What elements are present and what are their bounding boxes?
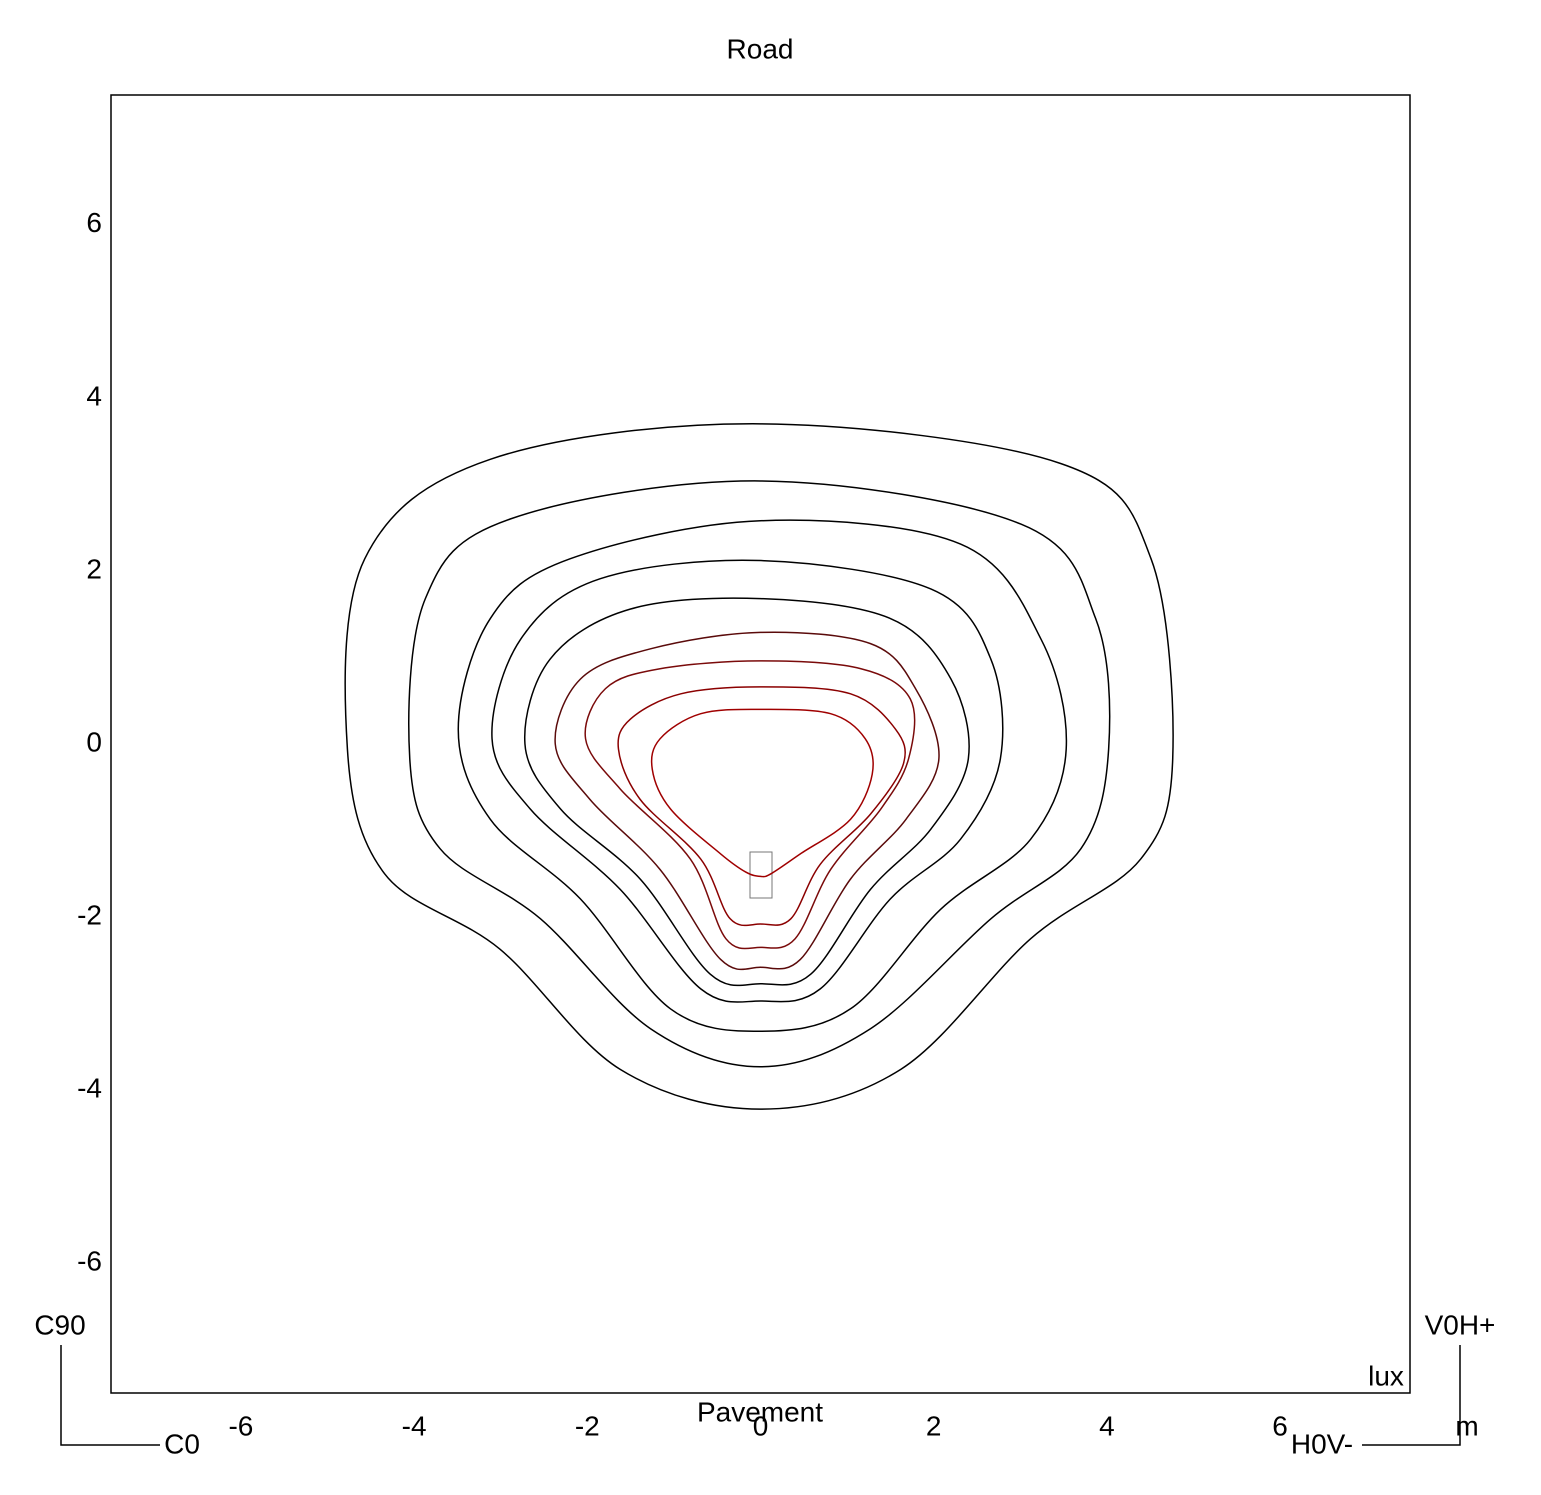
x-tick-label: 4 (1099, 1410, 1115, 1441)
y-tick-label: -6 (77, 1246, 102, 1277)
corner-label: C0 (164, 1428, 200, 1459)
unit-label: lux (1368, 1360, 1404, 1391)
isolux-contour (491, 559, 1004, 1003)
x-tick-label: 6 (1272, 1410, 1288, 1441)
isolux-contour (554, 631, 940, 971)
bottom-label: Pavement (697, 1396, 823, 1427)
y-tick-label: -4 (77, 1073, 102, 1104)
plot-frame (110, 94, 1411, 1394)
corner-label: C90 (34, 1309, 85, 1340)
corner-label: H0V- (1291, 1428, 1353, 1459)
isolux-contour (344, 423, 1174, 1110)
orientation-line (1362, 1345, 1461, 1446)
y-tick-label: 6 (86, 207, 102, 238)
isolux-contour (650, 708, 874, 878)
isolux-contour (617, 686, 906, 927)
corner-label: V0H+ (1425, 1309, 1496, 1340)
orientation-line (60, 1345, 160, 1446)
y-tick-label: -2 (77, 899, 102, 930)
isolux-contour (457, 519, 1068, 1033)
luminaire (749, 851, 773, 899)
x-tick-label: -4 (402, 1410, 427, 1441)
chart-title: Road (727, 33, 794, 64)
isolux-contour (408, 480, 1111, 1068)
x-tick-label: 2 (926, 1410, 942, 1441)
x-tick-label: -2 (575, 1410, 600, 1441)
isolux-contour (524, 597, 970, 987)
y-tick-label: 2 (86, 553, 102, 584)
x-tick-label: -6 (228, 1410, 253, 1441)
isolux-contour (584, 660, 916, 950)
axis-unit: m (1455, 1410, 1478, 1441)
y-tick-label: 0 (86, 726, 102, 757)
y-tick-label: 4 (86, 380, 102, 411)
x-tick-label: 0 (753, 1410, 769, 1441)
